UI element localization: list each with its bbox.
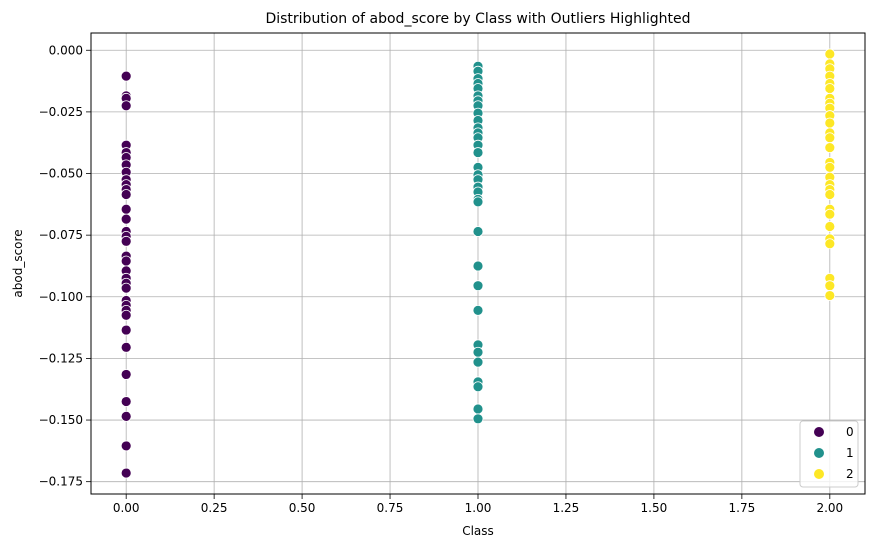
data-point-class-0	[120, 282, 132, 294]
data-point-class-0	[120, 410, 132, 422]
y-tick-label: −0.100	[39, 290, 83, 304]
y-tick-label: −0.075	[39, 228, 83, 242]
data-point-class-1	[472, 381, 484, 393]
y-tick-label: −0.150	[39, 413, 83, 427]
x-tick-label: 2.00	[816, 501, 843, 515]
x-axis-label: Class	[462, 524, 494, 538]
data-point-class-0	[120, 235, 132, 247]
data-point-class-2	[824, 189, 836, 200]
legend-marker-1	[814, 448, 824, 458]
legend-marker-0	[814, 427, 824, 437]
data-point-class-1	[472, 226, 484, 237]
x-tick-label: 1.75	[729, 501, 756, 515]
data-point-class-0	[120, 203, 132, 215]
chart-title: Distribution of abod_score by Class with…	[265, 11, 690, 27]
x-tick-label: 0.75	[377, 501, 404, 515]
data-point-class-0	[120, 396, 132, 407]
legend: 0 1 2	[799, 420, 859, 488]
data-point-class-2	[824, 48, 836, 60]
data-point-class-0	[120, 100, 132, 112]
data-point-class-0	[120, 70, 132, 82]
x-tick-label: 1.00	[465, 501, 492, 515]
data-point-class-0	[120, 189, 132, 200]
y-tick-label: 0.000	[49, 43, 83, 57]
data-point-class-0	[120, 369, 132, 380]
data-point-class-0	[120, 213, 132, 225]
legend-marker-2	[814, 469, 824, 479]
x-tick-label: 0.00	[113, 501, 140, 515]
data-point-class-2	[824, 83, 836, 94]
x-tick-label: 0.50	[289, 501, 316, 515]
data-point-class-1	[472, 280, 484, 292]
data-point-class-1	[472, 147, 484, 158]
data-point-class-0	[120, 324, 132, 336]
legend-label-2: 2	[846, 467, 854, 481]
y-tick-label: −0.175	[39, 475, 83, 489]
data-point-class-1	[472, 346, 484, 358]
data-point-class-0	[120, 467, 132, 479]
data-point-class-2	[824, 142, 836, 154]
data-point-class-1	[472, 304, 484, 316]
data-point-class-2	[824, 290, 836, 301]
x-tick-label: 1.50	[641, 501, 668, 515]
y-tick-label: −0.050	[39, 167, 83, 181]
data-point-class-2	[824, 208, 836, 220]
data-point-class-1	[472, 260, 484, 272]
data-point-class-2	[824, 161, 836, 173]
data-point-class-2	[824, 280, 836, 292]
data-point-class-2	[824, 132, 836, 144]
x-tick-label: 1.25	[553, 501, 580, 515]
data-point-class-1	[472, 403, 484, 415]
data-point-class-0	[120, 341, 132, 353]
data-point-class-1	[472, 196, 484, 208]
legend-label-1: 1	[846, 446, 854, 460]
y-tick-label: −0.025	[39, 105, 83, 119]
points	[120, 48, 836, 479]
data-point-class-2	[824, 221, 836, 232]
data-point-class-2	[824, 117, 836, 129]
data-point-class-0	[120, 440, 132, 452]
ticks: 0.00 0.25 0.50 0.75 1.00 1.25 1.50 1.75 2.00 0.00…	[39, 43, 844, 515]
data-point-class-2	[824, 238, 836, 250]
data-point-class-0	[120, 255, 132, 267]
data-point-class-1	[472, 413, 484, 425]
legend-box	[799, 420, 859, 488]
legend-label-0: 0	[846, 425, 854, 439]
data-point-class-0	[120, 309, 132, 321]
y-axis-label: abod_score	[11, 229, 25, 297]
y-tick-label: −0.125	[39, 351, 83, 365]
data-point-class-1	[472, 356, 484, 368]
x-tick-label: 0.25	[201, 501, 228, 515]
